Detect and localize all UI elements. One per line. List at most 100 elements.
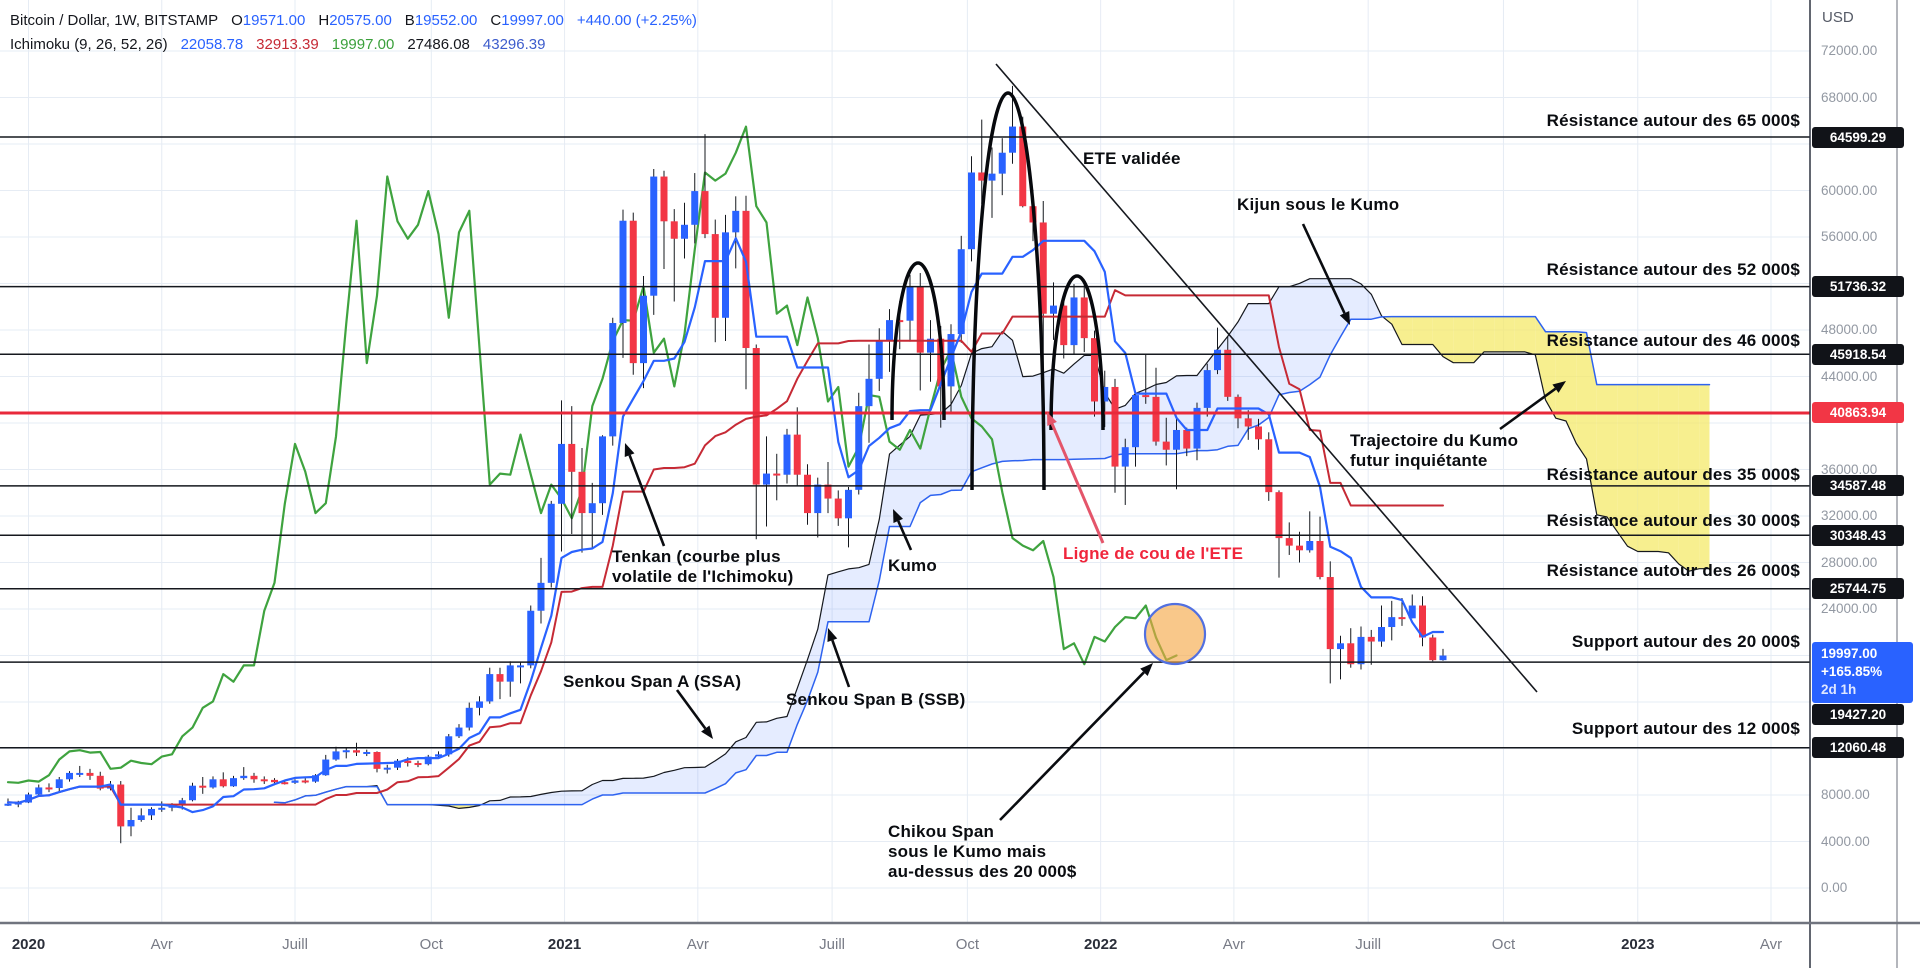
annotation-ssa-note: Senkou Span A (SSA) [563,672,742,691]
time-tick-label: 2020 [11,936,46,953]
kumo-arrow [897,520,913,551]
kumo-arrow-head [893,509,903,523]
time-tick-label: Avr [686,936,709,953]
annotation-chikou-note: Chikou Span sous le Kumo mais au-dessus … [888,822,1077,881]
annotation-sup-20000: Support autour des 20 000$ [1571,632,1800,651]
time-tick-label: Oct [419,936,443,953]
senkou-span-a-line [273,278,1711,810]
annotation-res-30000: Résistance autour des 30 000$ [1546,511,1800,530]
senkou-span-b-line [273,315,1711,806]
time-tick-label: 2021 [547,936,582,953]
annotation-tenkan-note: Tenkan (courbe plus volatile de l'Ichimo… [612,547,794,586]
tenkan-arrow [628,454,666,547]
ssa-arrow [675,689,707,730]
price-level-badge: 19427.20 [1812,704,1904,725]
price-tick-label: 72000.00 [1821,43,1878,58]
time-tick-label: Juill [282,936,308,953]
time-tick-label: 2023 [1621,936,1655,953]
chikou-arrow [999,671,1145,821]
time-tick-label: Oct [955,936,980,953]
annotation-ete-validee: ETE validée [1083,149,1181,168]
price-level-badge: 64599.29 [1812,126,1904,148]
ssb-arrow [831,639,851,688]
analyst-drawings[interactable] [0,63,1810,749]
price-level-badge: 12060.48 [1812,737,1904,759]
head-arc [970,91,1046,491]
ssa-arrow-head [701,725,713,739]
annotation-res-46000: Résistance autour des 46 000$ [1546,331,1800,350]
trajectoire-arrow [1499,387,1557,431]
price-tick-label: 36000.00 [1821,461,1878,477]
annotation-neckline-note: Ligne de cou de l'ETE [1063,544,1244,563]
kijun-arrow [1301,223,1346,314]
price-tick-label: 8000.00 [1821,787,1870,802]
price-level-badge: 30348.43 [1812,524,1904,546]
candles [4,85,1447,844]
neckline-arrow-head [1047,412,1057,426]
price-tick-label: 60000.00 [1821,182,1878,198]
price-level-badge: 34587.48 [1812,475,1904,497]
tenkan-value: 22058.78 [180,36,244,53]
price-level-badge: 45918.54 [1812,343,1904,365]
left-shoulder-arc [890,261,946,421]
ssb-value: 43296.39 [482,36,546,53]
price-tick-label: 56000.00 [1821,229,1878,244]
price-level-badge: 40863.94 [1812,402,1904,424]
annotation-ssb-note: Senkou Span B (SSB) [786,690,966,709]
tenkan-kijun-lines [6,237,1445,814]
price-tick-label: 0.00 [1821,880,1848,895]
time-tick-label: 2022 [1083,936,1118,953]
annotation-kumo-note: Kumo [888,556,937,575]
time-tick-label: Juill [819,936,846,953]
time-tick-label: Avr [1222,936,1246,953]
ohlc-close: C19997.00 [490,12,564,29]
price-tick-label: 44000.00 [1821,368,1878,384]
annotation-trajectoire-note: Trajectoire du Kumo futur inquiétante [1350,431,1519,470]
price-tick-label: 48000.00 [1821,322,1878,337]
neckline-arrow [1050,423,1105,544]
chikou-arrow-head [1140,663,1153,676]
ssb-arrow-head [827,628,838,642]
symbol-legend[interactable]: Bitcoin / Dollar, 1W, BITSTAMP O19571.00… [10,12,697,29]
indicator-title: Ichimoku (9, 26, 52, 26) [10,36,168,53]
price-tick-label: 4000.00 [1821,833,1870,849]
time-tick-label: Oct [1491,936,1516,953]
ohlc-low: B19552.00 [404,12,478,29]
annotation-res-52000: Résistance autour des 52 000$ [1546,260,1800,279]
current-price-badge: 19997.00 +165.85% 2d 1h [1812,642,1913,703]
price-level-badge: 25744.75 [1812,578,1904,600]
price-axis-currency-label: USD [1822,9,1854,26]
time-tick-label: Avr [150,936,173,953]
annotation-kijun-note: Kijun sous le Kumo [1237,195,1400,214]
right-shoulder-arc [1049,274,1105,431]
change-value: +440.00 (+2.25%) [576,12,697,29]
tenkan-line [6,237,1445,814]
price-tick-label: 28000.00 [1821,554,1878,570]
ohlc-high: H20575.00 [318,12,392,29]
highlight-circle [1143,602,1207,666]
kijun-value: 32913.39 [256,36,319,53]
price-tick-label: 24000.00 [1821,601,1878,616]
descending-trendline [995,63,1538,693]
annotation-sup-12000: Support autour des 12 000$ [1571,719,1800,738]
ssa-value: 27486.08 [407,36,470,53]
annotation-res-35000: Résistance autour des 35 000$ [1546,465,1800,484]
trajectoire-arrow-head [1552,381,1566,393]
time-tick-label: Juill [1355,936,1382,953]
price-level-badge: 51736.32 [1812,276,1904,298]
annotation-arrows [624,223,1566,821]
annotation-res-26000: Résistance autour des 26 000$ [1546,561,1800,580]
annotation-res-65000: Résistance autour des 65 000$ [1546,111,1800,130]
price-tick-label: 68000.00 [1821,89,1878,105]
chikou-span-line [6,125,1178,784]
symbol-title: Bitcoin / Dollar, 1W, BITSTAMP [10,12,219,29]
indicator-legend[interactable]: Ichimoku (9, 26, 52, 26) 22058.78 32913.… [10,36,545,53]
kijun-line [7,289,1444,806]
kijun-arrow-head [1339,311,1350,325]
ohlc-open: O19571.00 [231,12,306,29]
tenkan-arrow-head [624,443,635,457]
time-tick-label: Avr [1759,936,1783,953]
price-tick-label: 32000.00 [1821,508,1878,523]
